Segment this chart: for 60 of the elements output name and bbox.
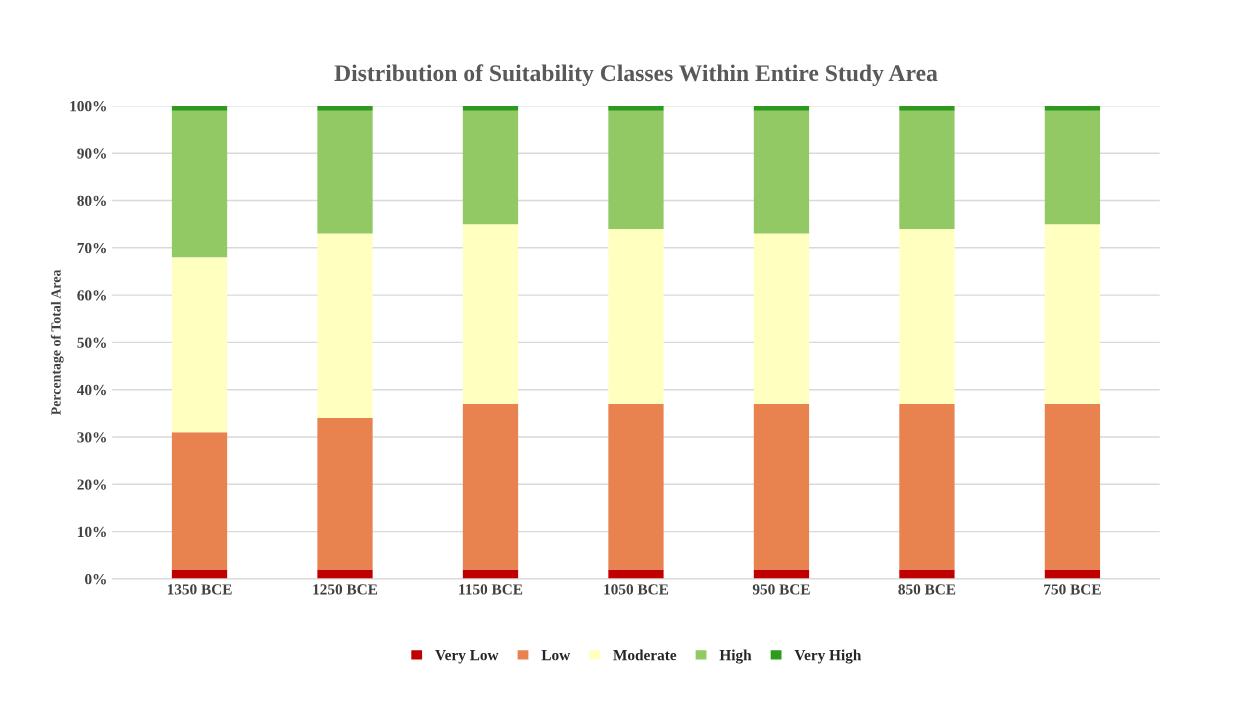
bar bbox=[171, 257, 228, 433]
bar bbox=[608, 403, 664, 570]
x-tick-label: 1150 BCE bbox=[459, 584, 523, 595]
y-tick-label: 30% bbox=[77, 432, 106, 443]
legend-label: High bbox=[719, 649, 752, 664]
bar bbox=[753, 233, 810, 404]
y-tick-label: 20% bbox=[77, 479, 106, 490]
y-tick-label: 90% bbox=[77, 148, 106, 159]
bar bbox=[1044, 224, 1101, 404]
bar bbox=[1044, 105, 1101, 111]
bar bbox=[753, 403, 810, 570]
bar bbox=[171, 432, 228, 570]
bar bbox=[608, 110, 664, 229]
y-tick-label: 50% bbox=[77, 337, 106, 348]
y-tick-label: 80% bbox=[77, 195, 106, 207]
bar bbox=[462, 569, 519, 579]
bar bbox=[462, 105, 519, 111]
bar bbox=[171, 105, 228, 111]
bar bbox=[899, 228, 955, 404]
legend-label: Moderate bbox=[613, 649, 677, 661]
bar bbox=[899, 110, 955, 229]
y-tick-label: 40% bbox=[77, 384, 106, 396]
bar bbox=[608, 105, 664, 111]
bar bbox=[171, 569, 228, 579]
legend-label: Low bbox=[541, 650, 571, 661]
x-tick-label: 1350 BCE bbox=[167, 584, 232, 595]
y-tick-label: 0% bbox=[85, 574, 106, 585]
bar bbox=[171, 110, 228, 258]
y-axis-title: Percentage of Total Area bbox=[50, 269, 64, 416]
y-tick-label: 100% bbox=[70, 101, 106, 112]
chart-title: Distribution of Suitability Classes Within Entire Study Area bbox=[334, 64, 938, 86]
bar bbox=[608, 569, 664, 579]
bar bbox=[1044, 110, 1101, 225]
bar bbox=[1044, 569, 1101, 579]
legend-label: Very Low bbox=[435, 650, 499, 664]
bar bbox=[462, 403, 519, 570]
x-tick-label: 1050 BCE bbox=[604, 584, 669, 595]
bar bbox=[317, 569, 373, 579]
bar bbox=[462, 110, 519, 225]
bar bbox=[899, 569, 955, 579]
y-tick-label: 10% bbox=[78, 526, 106, 538]
bar bbox=[1044, 403, 1101, 570]
legend-label: Very High bbox=[794, 649, 862, 664]
bar bbox=[317, 110, 373, 234]
bar bbox=[317, 105, 373, 111]
bar bbox=[753, 110, 810, 234]
x-tick-label: 950 BCE bbox=[752, 584, 810, 595]
bar bbox=[462, 224, 519, 404]
bar bbox=[608, 228, 664, 404]
bar bbox=[899, 105, 955, 111]
y-tick-label: 70% bbox=[77, 242, 106, 254]
bar bbox=[899, 403, 955, 570]
x-tick-label: 1250 BCE bbox=[313, 584, 378, 595]
bar bbox=[317, 418, 373, 570]
x-tick-label: 750 BCE bbox=[1044, 584, 1101, 595]
bar bbox=[753, 569, 810, 579]
bar bbox=[753, 105, 810, 111]
y-tick-label: 60% bbox=[77, 290, 106, 301]
x-tick-label: 850 BCE bbox=[898, 584, 956, 595]
bar bbox=[317, 233, 373, 419]
